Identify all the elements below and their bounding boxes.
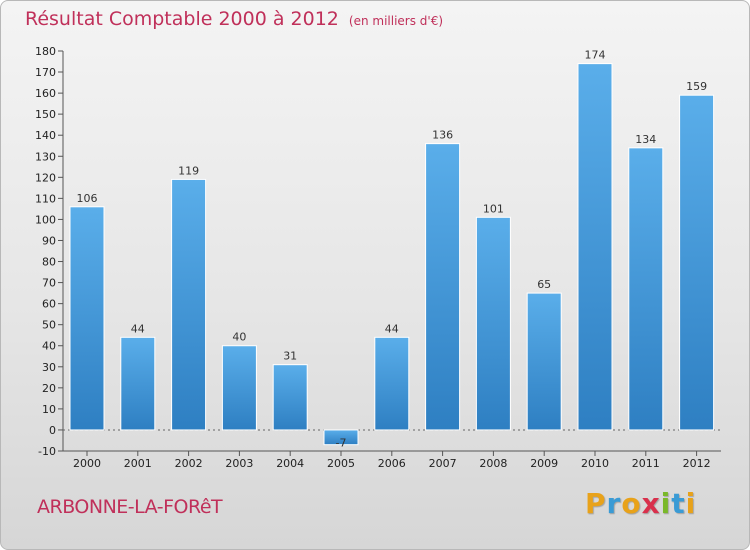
y-tick-label: 120 xyxy=(35,171,56,184)
bar-2002 xyxy=(171,178,207,431)
chart-title: Résultat Comptable 2000 à 2012 (en millie… xyxy=(25,8,443,30)
y-tick-label: 50 xyxy=(42,319,56,332)
data-label-2012: 159 xyxy=(686,80,707,93)
bar-2001 xyxy=(120,336,156,431)
data-label-2010: 174 xyxy=(585,49,606,62)
y-tick-label: 90 xyxy=(42,234,56,247)
y-tick-label: 150 xyxy=(35,108,56,121)
location-name: ARBONNE-LA-FORêT xyxy=(37,496,223,518)
proxiti-logo: Proxiti xyxy=(585,487,696,520)
bar-2010 xyxy=(577,63,613,431)
y-tick-label: 100 xyxy=(35,213,56,226)
logo-letter: x xyxy=(641,487,661,520)
x-tick-label: 2009 xyxy=(530,457,558,470)
y-tick-label: 0 xyxy=(49,424,56,437)
x-tick-label: 2011 xyxy=(632,457,660,470)
data-label-2011: 134 xyxy=(635,133,656,146)
y-tick-label: 40 xyxy=(42,340,56,353)
y-tick-label: 20 xyxy=(42,382,56,395)
data-label-2006: 44 xyxy=(385,322,399,335)
logo-letter: i xyxy=(660,487,672,520)
y-tick-label: 80 xyxy=(42,256,56,269)
logo-letter: i xyxy=(685,487,697,520)
bar-2011 xyxy=(628,147,664,431)
logo-letter: r xyxy=(606,487,622,520)
data-label-2009: 65 xyxy=(537,278,551,291)
y-tick-label: 140 xyxy=(35,129,56,142)
x-tick-label: 2007 xyxy=(429,457,457,470)
bar-2007 xyxy=(425,143,461,431)
logo-letter: o xyxy=(621,487,642,520)
data-label-2005: -7 xyxy=(336,437,347,450)
bar-2008 xyxy=(475,216,511,431)
y-tick-label: 160 xyxy=(35,87,56,100)
bar-2006 xyxy=(374,336,410,431)
y-tick-label: 10 xyxy=(42,403,56,416)
data-labels-group: 106 44 119 40 31 -7 44 136 101 65 174 134 159 xyxy=(77,49,708,450)
y-tick-label: 130 xyxy=(35,150,56,163)
logo-letter: t xyxy=(671,487,686,520)
y-tick-label: 170 xyxy=(35,66,56,79)
bar-2009 xyxy=(526,292,562,431)
data-label-2003: 40 xyxy=(232,331,246,344)
chart-subtitle: (en milliers d'€) xyxy=(348,14,444,28)
bar-2003 xyxy=(221,345,257,431)
x-tick-label: 2002 xyxy=(175,457,203,470)
y-tick-label: 70 xyxy=(42,277,56,290)
logo-letter: P xyxy=(585,487,607,520)
x-tick-label: 2010 xyxy=(581,457,609,470)
bars-group xyxy=(69,63,715,446)
x-tick-label: 2003 xyxy=(225,457,253,470)
y-tick-label: -10 xyxy=(38,445,56,458)
data-label-2007: 136 xyxy=(432,129,453,142)
bar-2005 xyxy=(323,429,359,446)
data-label-2004: 31 xyxy=(283,350,297,363)
data-label-2002: 119 xyxy=(178,164,199,177)
x-tick-label: 2006 xyxy=(378,457,406,470)
y-axis: -10 0 10 20 30 40 50 60 70 80 90 100 110 120 130 140 150… xyxy=(35,45,64,458)
x-tick-label: 2000 xyxy=(73,457,101,470)
y-tick-label: 110 xyxy=(35,192,56,205)
chart-title-text: Résultat Comptable 2000 à 2012 xyxy=(25,8,339,30)
y-tick-label: 60 xyxy=(42,298,56,311)
x-tick-label: 2005 xyxy=(327,457,355,470)
x-tick-label: 2001 xyxy=(124,457,152,470)
y-tick-label: 180 xyxy=(35,45,56,58)
bar-2012 xyxy=(679,94,715,431)
data-label-2001: 44 xyxy=(131,322,145,335)
data-label-2000: 106 xyxy=(77,192,98,205)
x-axis: 2000 2001 2002 2003 2004 2005 2006 2007 2008 2009… xyxy=(63,429,721,470)
x-tick-label: 2008 xyxy=(479,457,507,470)
x-tick-label: 2004 xyxy=(276,457,304,470)
x-tick-label: 2012 xyxy=(683,457,711,470)
y-tick-label: 30 xyxy=(42,361,56,374)
bar-2004 xyxy=(272,364,308,431)
data-label-2008: 101 xyxy=(483,202,504,215)
bar-2000 xyxy=(69,206,105,431)
